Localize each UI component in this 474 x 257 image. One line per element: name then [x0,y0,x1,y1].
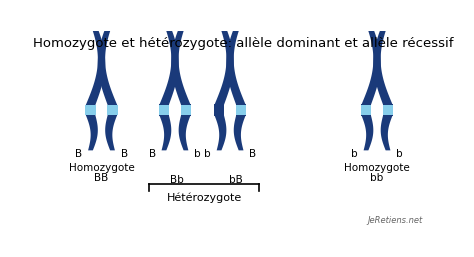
Text: B: B [249,149,256,159]
Text: JeRetiens.net: JeRetiens.net [368,216,423,225]
Polygon shape [361,115,374,150]
Polygon shape [227,0,252,105]
Polygon shape [361,115,371,116]
Polygon shape [374,0,399,105]
Text: b: b [204,149,211,159]
Polygon shape [214,104,224,105]
Bar [383,105,393,115]
Polygon shape [86,115,95,116]
Text: b: b [351,149,358,159]
Bar [85,105,96,115]
Polygon shape [355,0,381,105]
Polygon shape [159,115,171,150]
Polygon shape [237,115,246,116]
Polygon shape [181,115,191,116]
Polygon shape [208,0,234,105]
Polygon shape [237,104,246,105]
Polygon shape [381,115,393,150]
Polygon shape [105,115,117,150]
Text: B: B [75,149,82,159]
Text: b: b [194,149,201,159]
Polygon shape [153,0,179,105]
Polygon shape [383,104,393,105]
Text: BB: BB [94,173,109,183]
Polygon shape [181,104,191,105]
Bar [214,105,224,115]
Text: B: B [149,149,156,159]
Text: bb: bb [370,173,383,183]
Text: Bb: Bb [170,175,184,185]
Polygon shape [171,0,197,105]
Polygon shape [214,115,227,150]
Polygon shape [86,104,95,105]
Polygon shape [361,104,371,105]
Text: Homozygote et hétérozygote: allèle dominant et allèle récessif: Homozygote et hétérozygote: allèle domin… [33,37,453,50]
Text: Homozygote: Homozygote [344,163,410,173]
Bar [361,105,371,115]
Polygon shape [383,115,393,116]
Polygon shape [80,0,105,105]
Bar [107,105,118,115]
Bar [159,105,169,115]
Polygon shape [86,115,98,150]
Polygon shape [159,115,169,116]
Polygon shape [108,104,117,105]
Text: Homozygote: Homozygote [69,163,134,173]
Polygon shape [179,115,191,150]
Bar [181,105,191,115]
Text: Hétérozygote: Hétérozygote [167,193,242,203]
Polygon shape [98,0,123,105]
Text: b: b [396,149,403,159]
Polygon shape [159,104,169,105]
Text: B: B [120,149,128,159]
Polygon shape [214,115,224,116]
Text: bB: bB [228,175,243,185]
Polygon shape [234,115,246,150]
Bar [236,105,246,115]
Polygon shape [108,115,117,116]
